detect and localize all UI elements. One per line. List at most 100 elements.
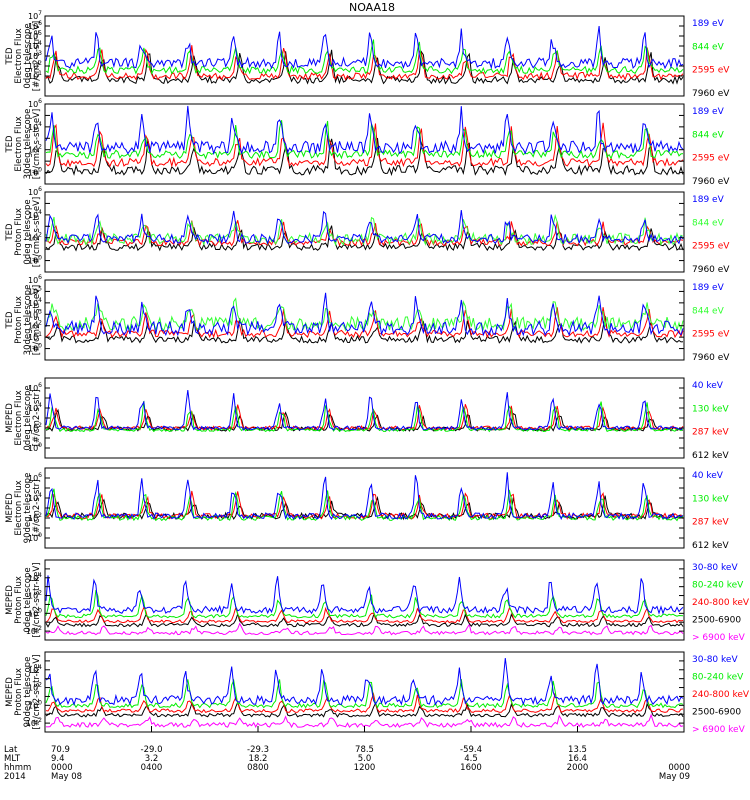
panel-frame: [44, 377, 685, 459]
y-tick-label: 101: [28, 331, 42, 342]
y-tick-label: 101: [28, 70, 42, 81]
legend-entry: 130 keV: [692, 494, 729, 504]
y-tick-exponent: -2: [36, 717, 42, 724]
legend-entry: > 6900 keV: [692, 633, 746, 643]
series-line-189-ev: [45, 105, 684, 156]
x-tick-label-date: May 09: [659, 772, 690, 782]
y-tick-label: 104: [28, 402, 42, 413]
y-tick-exponent: 2: [38, 144, 42, 151]
x-row-label: MLT: [4, 754, 21, 764]
y-tick-exponent: 2: [38, 682, 42, 689]
y-tick-label: 104: [28, 572, 42, 583]
legend-entry: 7960 eV: [692, 353, 730, 363]
y-tick-label: 102: [28, 232, 42, 243]
y-tick-label: 107: [28, 10, 42, 21]
y-axis-label-line: Proton Flux: [14, 296, 24, 344]
y-tick-label: 104: [28, 664, 42, 675]
y-tick-exponent: 4: [38, 297, 42, 304]
x-row-label: hhmm: [4, 763, 31, 773]
y-tick-label: 103: [28, 50, 42, 61]
y-tick-exponent: 6: [38, 382, 42, 389]
series-line--6900-kev: [45, 622, 684, 636]
legend-entry: 189 eV: [692, 283, 725, 293]
y-axis-label: MEPEDElectron Flux90deg telescope[#/cm2-…: [5, 473, 42, 544]
x-tick-label-lat: 78.5: [355, 745, 374, 755]
x-tick-label-hhmm: 1600: [460, 763, 482, 773]
x-tick-label-mlt: 9.4: [51, 754, 65, 764]
y-tick-exponent: 4: [38, 121, 42, 128]
y-axis-label-line: MEPED: [5, 403, 15, 433]
y-axis-label-line: 90deg telescope: [23, 657, 33, 728]
x-tick-label-hhmm: 0000: [668, 763, 690, 773]
y-axis-label-line: 0deg telescope: [23, 199, 33, 264]
y-axis-label-line: 90deg telescope: [23, 473, 33, 544]
y-tick-label: 106: [28, 472, 42, 483]
legend-entry: 287 keV: [692, 518, 729, 528]
y-tick-exponent: 6: [38, 472, 42, 479]
legend-entry: 2595 eV: [692, 66, 730, 76]
y-axis-label-line: Electron Flux: [14, 116, 24, 171]
y-axis-label-line: TED: [5, 311, 15, 330]
legend-entry: 2595 eV: [692, 242, 730, 252]
y-tick-label: 100: [28, 442, 42, 453]
legend-entry: 30-80 keV: [692, 563, 738, 573]
legend-entry: 2500-6900: [692, 708, 741, 718]
y-tick-exponent: 6: [38, 274, 42, 281]
y-axis-label-line: 0deg telescope: [23, 385, 33, 450]
y-tick-exponent: 4: [38, 492, 42, 499]
y-tick-label: 106: [28, 382, 42, 393]
y-axis-label: TEDProton Flux0deg telescope[#/cm2-s-str…: [5, 197, 42, 267]
series-line-2500-6900: [45, 700, 684, 718]
series-line-287-kev: [45, 490, 684, 521]
y-axis-label-line: TED: [5, 223, 15, 242]
y-tick-label: 102: [28, 60, 42, 71]
panel-frame: [44, 279, 685, 361]
x-tick-label-hhmm: 1200: [354, 763, 376, 773]
legend-entry: 189 eV: [692, 107, 725, 117]
x-tick-label-mlt: 16.4: [568, 754, 587, 764]
panel-frame: [44, 191, 685, 273]
x-tick-label-hhmm: 0800: [247, 763, 269, 773]
legend-entry: 844 eV: [692, 218, 725, 228]
legend-entry: 2500-6900: [692, 616, 741, 626]
series-line-7960-ev: [45, 315, 684, 344]
x-tick-label-mlt: 4.5: [464, 754, 478, 764]
y-tick-exponent: 1: [38, 70, 42, 77]
y-tick-exponent: 6: [38, 20, 42, 27]
legend-entry: > 6900 keV: [692, 725, 746, 735]
y-tick-exponent: 7: [38, 10, 42, 17]
y-axis-label: TEDElectron Flux0deg telescope[#/cm2-s-s…: [5, 21, 42, 91]
series-line-2595-ev: [45, 122, 684, 168]
legend-entry: 130 keV: [692, 404, 729, 414]
legend-entry: 189 eV: [692, 19, 725, 29]
legend-entry: 189 eV: [692, 195, 725, 205]
y-tick-exponent: 5: [38, 285, 42, 292]
y-tick-exponent: 4: [38, 664, 42, 671]
panel-frame: [44, 15, 685, 97]
y-tick-exponent: 0: [38, 607, 42, 614]
y-tick-exponent: -2: [36, 625, 42, 632]
y-tick-label: 104: [28, 40, 42, 51]
series-line-2595-ev: [45, 307, 684, 339]
x-tick-label-date: May 08: [51, 772, 82, 782]
y-tick-exponent: 2: [38, 60, 42, 67]
chart-title: NOAA18: [349, 1, 395, 14]
y-tick-exponent: 6: [38, 98, 42, 105]
y-tick-exponent: 0: [38, 167, 42, 174]
y-tick-label: 105: [28, 30, 42, 41]
legend-entry: 240-800 keV: [692, 690, 750, 700]
series-line-2500-6900: [45, 612, 684, 628]
y-axis-label: TEDElectron Flux30deg telescope[#/cm2-s-…: [5, 109, 42, 180]
legend-entry: 844 eV: [692, 130, 725, 140]
x-row-label: 2014: [4, 772, 26, 782]
legend-entry: 2595 eV: [692, 330, 730, 340]
y-axis-label-line: TED: [5, 47, 15, 66]
y-tick-exponent: 2: [38, 422, 42, 429]
x-tick-label-hhmm: 0000: [51, 763, 73, 773]
